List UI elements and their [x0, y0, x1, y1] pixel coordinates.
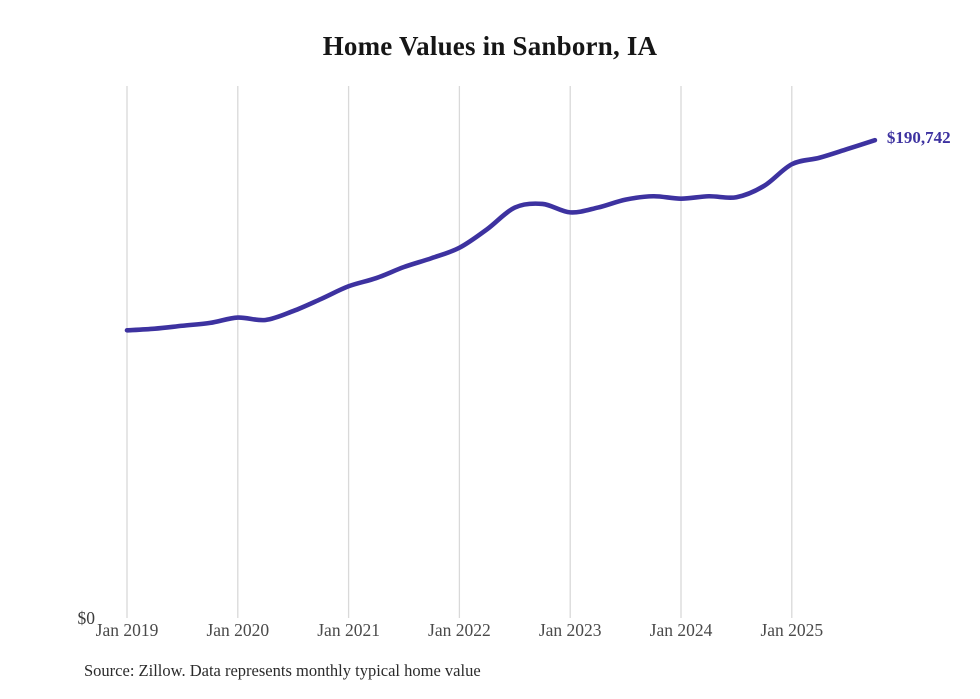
x-tick-label-jan-2022: Jan 2022 — [428, 620, 491, 640]
value-line — [124, 137, 878, 333]
plot-area: Jan 2019 Jan 2020 Jan 2021 Jan 2022 Jan 2023… — [77, 86, 951, 640]
source-note: Source: Zillow. Data represents monthly … — [84, 661, 481, 680]
series-group — [124, 137, 878, 333]
x-tick-label-jan-2021: Jan 2021 — [317, 620, 380, 640]
x-tick-label-jan-2024: Jan 2024 — [649, 620, 713, 640]
x-tick-label-jan-2023: Jan 2023 — [538, 620, 602, 640]
plot-svg — [124, 86, 878, 618]
chart-title: Home Values in Sanborn, IA — [322, 31, 658, 61]
y-axis-zero-label: $0 — [77, 608, 96, 628]
end-value-annotation: $190,742 — [886, 128, 951, 148]
x-tick-label-jan-2019: Jan 2019 — [95, 620, 159, 640]
x-tick-label-jan-2020: Jan 2020 — [206, 620, 270, 640]
gridlines-group — [126, 86, 793, 618]
x-tick-label-jan-2025: Jan 2025 — [760, 620, 824, 640]
